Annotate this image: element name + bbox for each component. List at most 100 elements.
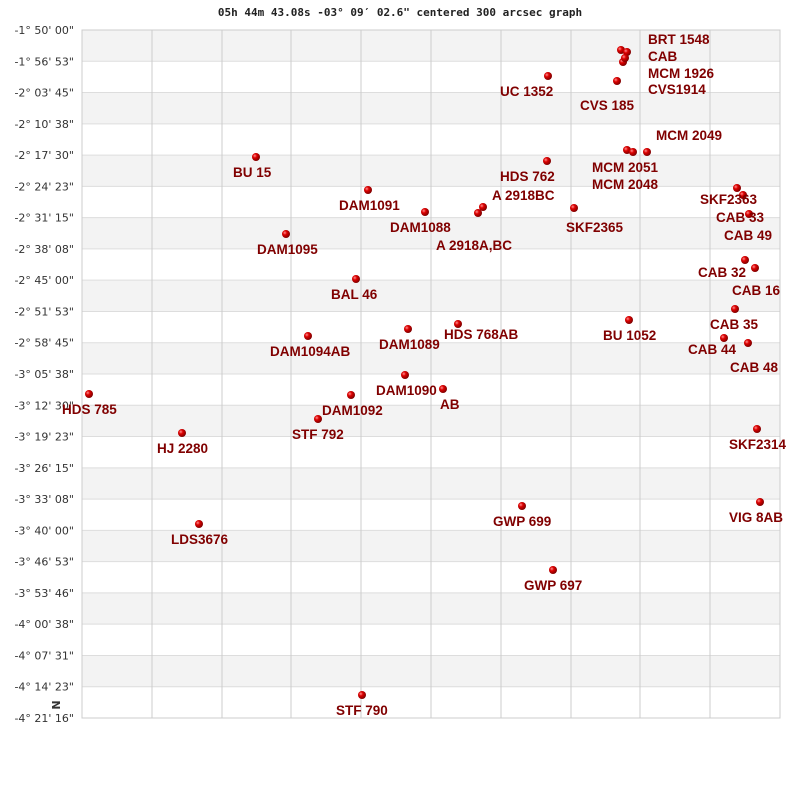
- y-tick-label: -4° 14' 23": [14, 681, 74, 694]
- star-point: [404, 325, 412, 333]
- star-label: CAB 44: [688, 342, 737, 357]
- star-label: DAM1090: [376, 383, 437, 398]
- star-label: CAB 35: [710, 317, 759, 332]
- star-point: [544, 72, 552, 80]
- star-label: MCM 2048: [592, 177, 659, 192]
- star-label: HDS 768AB: [444, 327, 519, 342]
- y-tick-label: -4° 07' 31": [14, 649, 74, 662]
- star-label: CVS 185: [580, 98, 635, 113]
- star-label: GWP 697: [524, 578, 582, 593]
- star-label: CAB 33: [716, 210, 765, 225]
- star-label: SKF2363: [700, 192, 758, 207]
- star-label: VIG 8AB: [729, 510, 783, 525]
- star-point: [85, 390, 93, 398]
- y-tick-label: -2° 31' 15": [14, 212, 74, 225]
- star-point: [421, 208, 429, 216]
- star-label: DAM1092: [322, 403, 383, 418]
- star-point: [543, 157, 551, 165]
- star-label: HDS 762: [500, 169, 555, 184]
- star-label: DAM1089: [379, 337, 440, 352]
- star-point: [753, 425, 761, 433]
- star-point: [739, 191, 747, 199]
- star-label: HDS 785: [62, 402, 117, 417]
- y-tick-label: -2° 38' 08": [14, 243, 74, 256]
- star-label: BU 1052: [603, 328, 656, 343]
- north-indicator: N: [50, 700, 63, 709]
- star-point: [613, 77, 621, 85]
- y-tick-label: -2° 10' 38": [14, 118, 74, 131]
- y-tick-label: -3° 46' 53": [14, 556, 74, 569]
- star-label: CAB 48: [730, 360, 779, 375]
- y-tick-label: -3° 05' 38": [14, 368, 74, 381]
- star-label: LDS3676: [171, 532, 229, 547]
- star-label: A 2918A,BC: [436, 238, 512, 253]
- star-label: BRT 1548: [648, 32, 710, 47]
- star-point: [756, 498, 764, 506]
- star-point: [733, 184, 741, 192]
- star-label: CAB: [648, 49, 677, 64]
- chart-title: 05h 44m 43.08s -03° 09′ 02.6" centered 3…: [217, 6, 583, 19]
- star-point: [347, 391, 355, 399]
- star-point: [643, 148, 651, 156]
- star-point: [741, 256, 749, 264]
- star-point: [731, 305, 739, 313]
- star-point: [352, 275, 360, 283]
- star-label: AB: [440, 397, 460, 412]
- star-point: [621, 54, 629, 62]
- star-label: A 2918BC: [492, 188, 555, 203]
- y-tick-label: -3° 40' 00": [14, 524, 74, 537]
- star-point: [625, 316, 633, 324]
- star-label: GWP 699: [493, 514, 551, 529]
- star-label: STF 790: [336, 703, 388, 718]
- star-label: CAB 49: [724, 228, 772, 243]
- star-label: CAB 32: [698, 265, 746, 280]
- y-tick-label: -2° 24' 23": [14, 180, 74, 193]
- star-point: [439, 385, 447, 393]
- star-label: DAM1088: [390, 220, 451, 235]
- star-point: [744, 339, 752, 347]
- star-label: CVS1914: [648, 82, 706, 97]
- star-label: HJ 2280: [157, 441, 208, 456]
- y-tick-label: -2° 58' 45": [14, 337, 74, 350]
- star-point: [549, 566, 557, 574]
- star-point: [314, 415, 322, 423]
- star-point: [479, 203, 487, 211]
- y-tick-label: -3° 33' 08": [14, 493, 74, 506]
- star-label: SKF2314: [729, 437, 787, 452]
- star-point: [401, 371, 409, 379]
- y-tick-label: -2° 51' 53": [14, 305, 74, 318]
- y-tick-label: -3° 26' 15": [14, 462, 74, 475]
- star-label: MCM 2051: [592, 160, 659, 175]
- star-point: [304, 332, 312, 340]
- y-tick-label: -3° 53' 46": [14, 587, 74, 600]
- star-point: [364, 186, 372, 194]
- star-point: [454, 320, 462, 328]
- star-point: [570, 204, 578, 212]
- star-label: BU 15: [233, 165, 272, 180]
- y-tick-label: -4° 21' 16": [14, 712, 74, 725]
- star-point: [178, 429, 186, 437]
- plot-border: [81, 29, 781, 719]
- y-tick-label: -1° 50' 00": [14, 24, 74, 37]
- star-point: [629, 148, 637, 156]
- star-label: MCM 2049: [656, 128, 722, 143]
- y-tick-label: -2° 17' 30": [14, 149, 74, 162]
- star-label: DAM1095: [257, 242, 318, 257]
- star-point: [474, 209, 482, 217]
- star-label: DAM1091: [339, 198, 400, 213]
- star-point: [720, 334, 728, 342]
- star-label: MCM 1926: [648, 66, 715, 81]
- y-tick-label: -2° 03' 45": [14, 87, 74, 100]
- star-point: [751, 264, 759, 272]
- star-point: [282, 230, 290, 238]
- star-point: [358, 691, 366, 699]
- star-label: UC 1352: [500, 84, 553, 99]
- y-tick-label: -1° 56' 53": [14, 55, 74, 68]
- star-point: [195, 520, 203, 528]
- star-label: BAL 46: [331, 287, 378, 302]
- y-tick-label: -4° 00' 38": [14, 618, 74, 631]
- star-label: CAB 16: [732, 283, 781, 298]
- star-point: [252, 153, 260, 161]
